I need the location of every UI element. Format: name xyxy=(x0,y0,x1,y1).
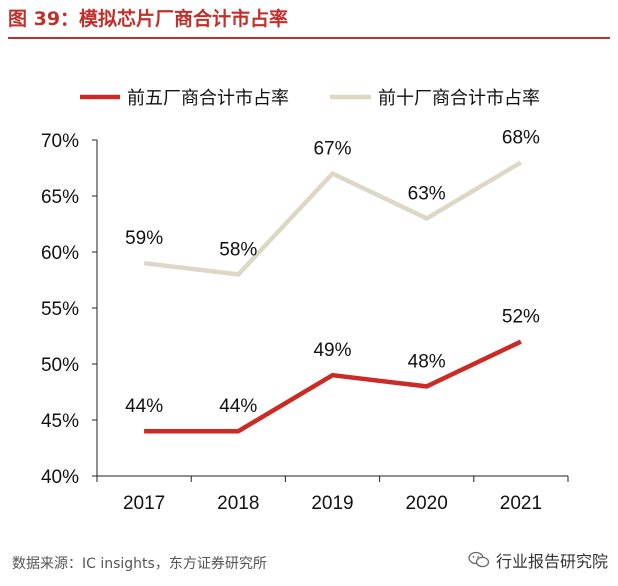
data-label: 48% xyxy=(408,351,446,372)
data-labels: 44% 44% 49% 48% 52% 59% 58% 67% 63% 68% xyxy=(125,127,540,417)
x-tick-label: 2018 xyxy=(217,493,259,514)
data-label: 44% xyxy=(219,396,257,417)
data-label: 49% xyxy=(313,340,351,361)
axes: 40% 45% 50% 55% 60% 65% 70% 2017 2018 2019 2020 202… xyxy=(41,131,569,514)
title-divider xyxy=(8,37,610,39)
series-line-1 xyxy=(144,339,522,434)
y-tick-label: 40% xyxy=(41,467,79,488)
legend-label-2: 前十厂商合计市占率 xyxy=(378,88,540,108)
y-tick-label: 55% xyxy=(41,299,79,320)
data-label: 58% xyxy=(219,239,257,260)
data-label: 59% xyxy=(125,228,163,249)
chart-title: 图 39：模拟芯片厂商合计市占率 xyxy=(8,8,289,30)
series-line-2 xyxy=(143,160,523,277)
source-note: 数据来源：IC insights，东方证券研究所 xyxy=(12,556,267,572)
y-tick-label: 50% xyxy=(41,355,79,376)
data-label: 67% xyxy=(313,139,351,160)
y-tick-label: 65% xyxy=(41,187,79,208)
legend-label-1: 前五厂商合计市占率 xyxy=(127,88,289,108)
x-tick-label: 2019 xyxy=(311,493,353,514)
y-tick-label: 70% xyxy=(41,131,79,152)
y-tick-label: 45% xyxy=(41,411,79,432)
data-label: 68% xyxy=(502,127,540,148)
data-label: 63% xyxy=(408,183,446,204)
y-tick-label: 60% xyxy=(41,243,79,264)
x-tick-label: 2017 xyxy=(123,493,165,514)
data-label: 44% xyxy=(125,396,163,417)
legend: 前五厂商合计市占率 前十厂商合计市占率 xyxy=(80,88,540,108)
x-tick-label: 2020 xyxy=(406,493,448,514)
wechat-icon xyxy=(468,551,490,568)
watermark-text: 行业报告研究院 xyxy=(495,552,608,571)
x-tick-label: 2021 xyxy=(500,493,542,514)
watermark: 行业报告研究院 xyxy=(468,548,608,572)
data-label: 52% xyxy=(502,307,540,328)
series-group xyxy=(143,160,523,434)
